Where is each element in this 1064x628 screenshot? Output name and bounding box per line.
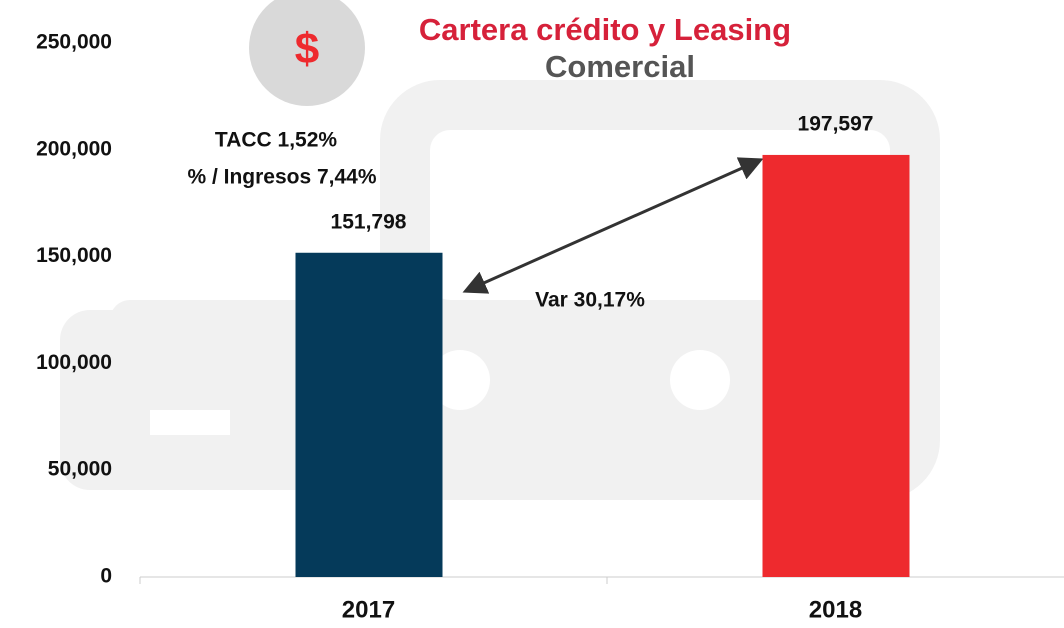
- y-tick-label: 250,000: [36, 31, 112, 54]
- bar: [296, 253, 443, 577]
- y-tick-label: 0: [100, 565, 112, 588]
- y-tick-label: 50,000: [48, 458, 112, 481]
- y-tick-label: 100,000: [36, 351, 112, 374]
- annotation: Var 30,17%: [535, 289, 645, 312]
- x-tick-label: 2018: [809, 596, 862, 623]
- annotation: TACC 1,52%: [215, 129, 337, 152]
- y-tick-label: 150,000: [36, 244, 112, 267]
- x-tick-label: 2017: [342, 596, 395, 623]
- annotation: % / Ingresos 7,44%: [187, 166, 376, 189]
- bar: [763, 155, 910, 577]
- chart: $ Cartera crédito y Leasing Comercial TA…: [0, 0, 1064, 628]
- data-label: 151,798: [331, 210, 407, 233]
- icon: $: [295, 25, 319, 74]
- y-tick-label: 200,000: [36, 137, 112, 160]
- data-label: 197,597: [798, 112, 874, 135]
- chart-subtitle: Comercial: [545, 49, 695, 84]
- chart-title: Cartera crédito y Leasing: [419, 12, 791, 47]
